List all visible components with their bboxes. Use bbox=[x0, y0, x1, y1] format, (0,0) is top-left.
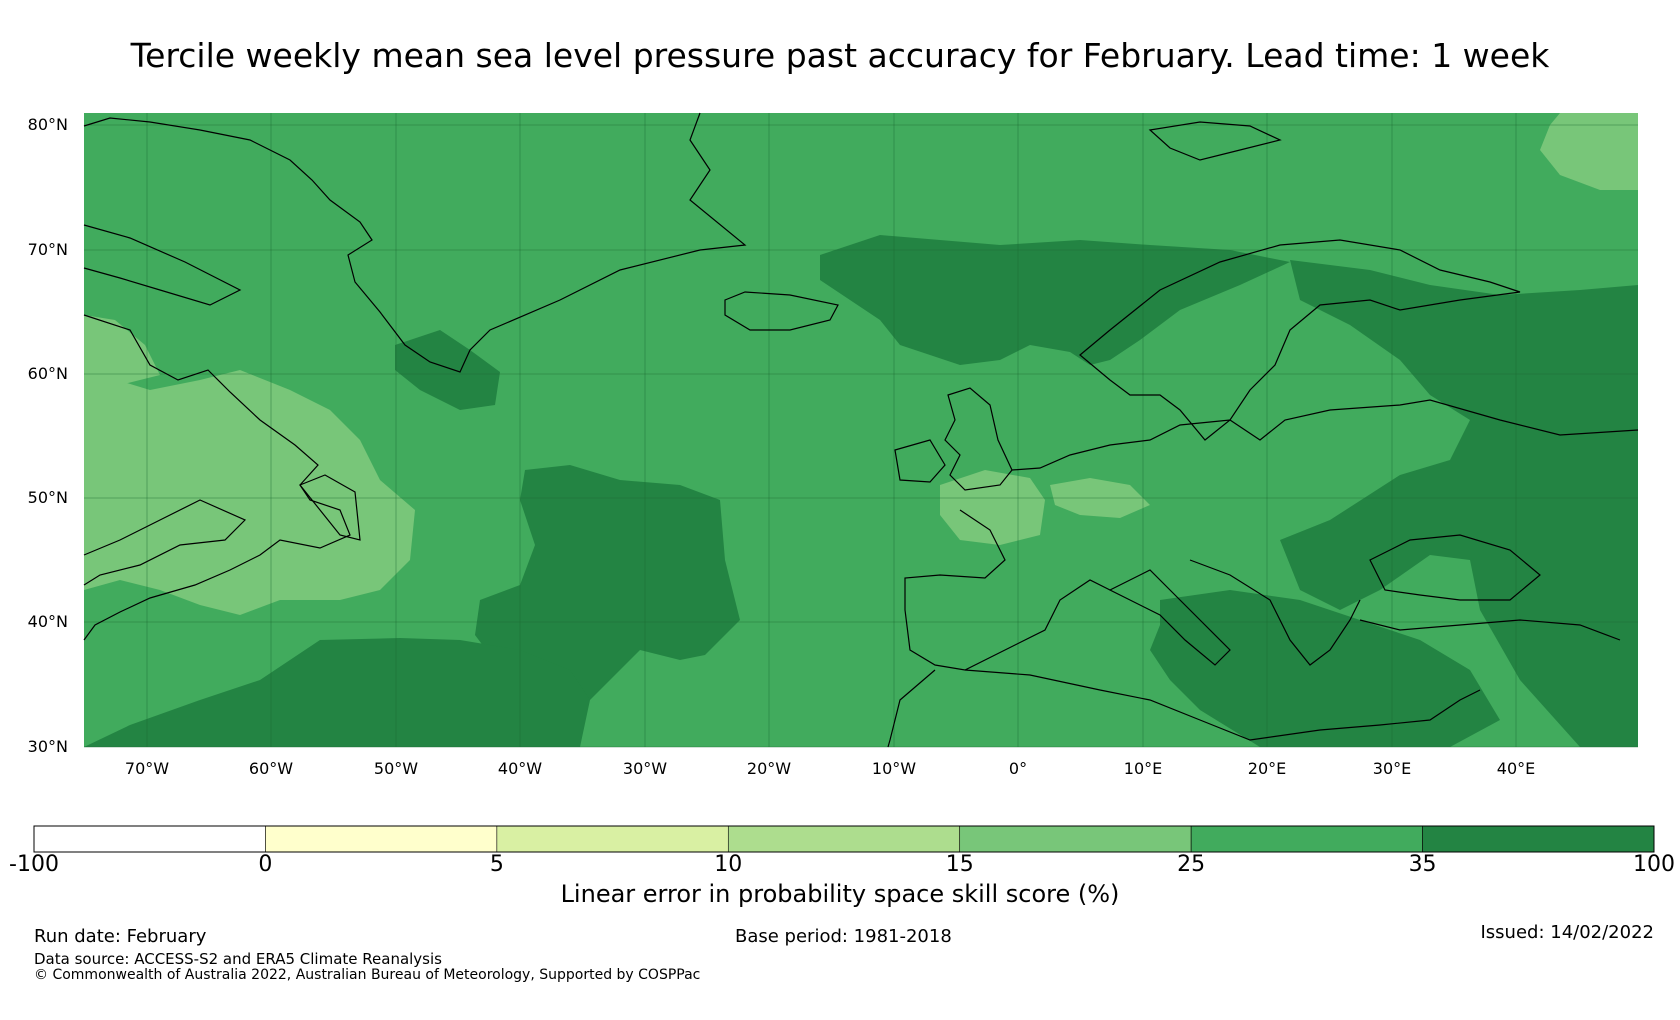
colorbar-tick-label: 15 bbox=[945, 852, 974, 877]
colorbar-segment-2 bbox=[496, 825, 729, 853]
colorbar-tick-label: 0 bbox=[258, 852, 273, 877]
coastlines bbox=[83, 112, 1639, 748]
colorbar-tick-label: 35 bbox=[1408, 852, 1437, 877]
high-skill-region-2 bbox=[395, 330, 500, 410]
lon-tick-label: 10°W bbox=[871, 759, 917, 778]
lon-tick-label: 0° bbox=[1008, 759, 1028, 778]
high-skill-region-1 bbox=[820, 235, 1290, 365]
high-skill-region-4 bbox=[84, 638, 590, 747]
lat-tick-label: 50°N bbox=[27, 488, 68, 507]
high-skill-region-6 bbox=[1150, 590, 1500, 747]
moderate-skill-region-5 bbox=[84, 315, 160, 385]
lon-tick-label: 10°E bbox=[1123, 759, 1163, 778]
moderate-skill-region-2 bbox=[1540, 113, 1638, 190]
lon-tick-label: 20°W bbox=[746, 759, 792, 778]
colorbar-segment-4 bbox=[959, 825, 1192, 853]
coast-newfoundland bbox=[299, 474, 361, 541]
colorbar-frame bbox=[33, 825, 1655, 853]
coast-turkey bbox=[1359, 619, 1621, 641]
colorbar-segment-0 bbox=[33, 825, 266, 853]
lat-tick-label: 30°N bbox=[27, 737, 68, 756]
coast-france-iberia bbox=[904, 509, 1111, 671]
coast-ireland bbox=[894, 439, 946, 483]
issued-date: Issued: 14/02/2022 bbox=[1480, 922, 1654, 943]
coast-scandinavia bbox=[1079, 239, 1521, 441]
colorbar-segment-1 bbox=[265, 825, 498, 853]
graticule bbox=[84, 113, 1638, 748]
coast-black-sea bbox=[1369, 534, 1541, 601]
moderate-skill-region-4 bbox=[940, 470, 1045, 545]
coast-gulf-st-lawrence bbox=[83, 499, 247, 586]
data-source: Data source: ACCESS-S2 and ERA5 Climate … bbox=[34, 950, 442, 968]
colorbar-tick-label: 25 bbox=[1177, 852, 1206, 877]
lon-tick-label: 50°W bbox=[373, 759, 419, 778]
colorbar-label: Linear error in probability space skill … bbox=[560, 880, 1120, 908]
base-period: Base period: 1981-2018 bbox=[735, 926, 952, 947]
colorbar-tick-label: 5 bbox=[489, 852, 504, 877]
high-skill-region-5 bbox=[1280, 260, 1638, 747]
lat-tick-label: 70°N bbox=[27, 240, 68, 259]
moderate-skill-region-1 bbox=[84, 370, 415, 615]
coast-iceland bbox=[724, 291, 839, 331]
coast-balkans bbox=[1189, 559, 1361, 666]
lon-tick-label: 30°E bbox=[1372, 759, 1412, 778]
colorbar-tick-label: -100 bbox=[9, 852, 59, 877]
lon-tick-label: 70°W bbox=[124, 759, 170, 778]
lon-tick-label: 40°E bbox=[1496, 759, 1536, 778]
coast-baffin bbox=[83, 224, 242, 306]
colorbar-segment-6 bbox=[1422, 825, 1655, 853]
lon-tick-label: 30°W bbox=[622, 759, 668, 778]
chart-title: Tercile weekly mean sea level pressure p… bbox=[130, 36, 1550, 75]
coast-labrador bbox=[83, 314, 351, 641]
lat-tick-label: 80°N bbox=[27, 115, 68, 134]
run-date: Run date: February bbox=[34, 926, 207, 947]
lon-tick-label: 60°W bbox=[248, 759, 294, 778]
coast-europe-west bbox=[1011, 399, 1639, 471]
colorbar-segment-5 bbox=[1190, 825, 1423, 853]
coast-italy bbox=[1108, 569, 1231, 666]
regions-high-skill bbox=[84, 235, 1638, 747]
coast-svalbard bbox=[1148, 121, 1282, 161]
colorbar-segment-3 bbox=[727, 825, 961, 853]
high-skill-region-3 bbox=[475, 465, 740, 710]
lat-tick-label: 40°N bbox=[27, 612, 68, 631]
coast-greenland bbox=[83, 112, 747, 373]
lon-tick-label: 20°E bbox=[1247, 759, 1287, 778]
lon-tick-label: 40°W bbox=[497, 759, 543, 778]
lat-tick-label: 60°N bbox=[27, 364, 68, 383]
coast-britain bbox=[944, 387, 1013, 491]
colorbar-tick-label: 10 bbox=[714, 852, 743, 877]
colorbar-tick-label: 100 bbox=[1633, 852, 1675, 877]
coast-africa bbox=[887, 669, 1481, 748]
copyright: © Commonwealth of Australia 2022, Austra… bbox=[34, 967, 701, 983]
